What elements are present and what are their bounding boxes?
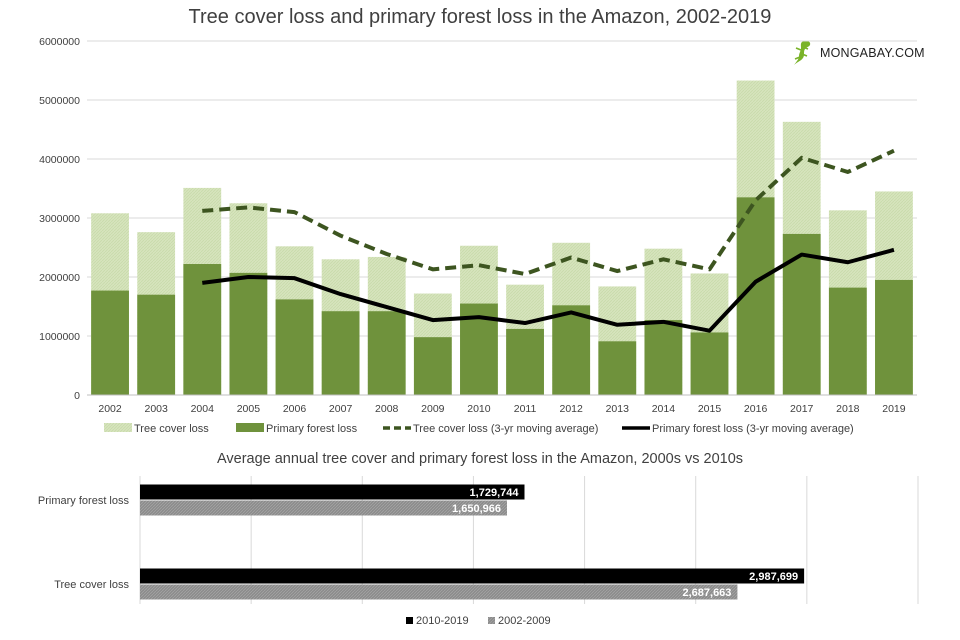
bar-primary-forest-loss <box>183 264 222 395</box>
x-tick-label: 2010 <box>467 403 491 415</box>
y-tick-label: 5000000 <box>39 95 80 107</box>
x-tick-label: 2015 <box>698 403 722 415</box>
data-label: 2,687,663 <box>682 587 731 599</box>
bar-2002-2009 <box>140 500 507 516</box>
logo-text: MONGABAY.COM <box>820 46 925 60</box>
chart-title-2: Average annual tree cover and primary fo… <box>216 451 744 467</box>
legend-tree-cover-avg: Tree cover loss (3-yr moving average) <box>383 423 598 435</box>
bar-primary-forest-loss <box>644 320 683 395</box>
line-primary-forest-loss-avg <box>202 247 895 333</box>
y-tick-label: 6000000 <box>39 36 80 48</box>
bar-primary-forest-loss <box>137 294 176 395</box>
combo-chart: 0 1000000 2000000 3000000 4000000 5000000 6000… <box>39 36 917 435</box>
legend-label: Primary forest loss (3-yr moving average… <box>652 423 854 435</box>
x-tick-label: 2018 <box>836 403 860 415</box>
bar-2010-2019 <box>140 484 525 500</box>
x-tick-label: 2016 <box>744 403 768 415</box>
bar-primary-forest-loss <box>506 328 544 395</box>
x-tick-label: 2011 <box>514 403 537 415</box>
legend-primary-forest-avg: Primary forest loss (3-yr moving average… <box>622 423 854 435</box>
bar-primary-forest-loss <box>875 279 913 395</box>
x-tick-label: 2006 <box>283 403 307 415</box>
x-tick-label: 2009 <box>421 403 445 415</box>
bar-primary-forest-loss <box>91 290 129 395</box>
bar-primary-forest-loss <box>828 287 867 395</box>
bar-2002-2009 <box>140 584 738 600</box>
legend-label: 2010-2019 <box>416 615 469 627</box>
bar-primary-forest-loss <box>413 337 452 395</box>
legend-primary-forest-loss: Primary forest loss <box>236 423 358 435</box>
x-tick-label: 2007 <box>329 403 353 415</box>
x-tick-label: 2013 <box>606 403 630 415</box>
legend-swatch <box>236 423 264 432</box>
bar-primary-forest-loss <box>552 305 591 395</box>
bar-primary-forest-loss <box>275 299 314 395</box>
x-tick-label: 2005 <box>237 403 261 415</box>
y-tick-label: 2000000 <box>39 272 80 284</box>
mongabay-logo: MONGABAY.COM <box>788 38 925 68</box>
bar-2010-2019 <box>140 568 805 584</box>
bar-primary-forest-loss <box>367 311 406 395</box>
x-tick-label: 2003 <box>144 403 168 415</box>
x-tick-label: 2014 <box>652 403 676 415</box>
data-label: 2,987,699 <box>749 571 798 583</box>
x-tick-label: 2004 <box>191 403 215 415</box>
category-label: Tree cover loss <box>54 579 129 591</box>
legend-swatch <box>488 617 495 624</box>
bar-primary-forest-loss <box>690 332 729 395</box>
bar-primary-forest-loss <box>229 272 268 395</box>
legend-swatch <box>104 423 132 432</box>
legend-2002-2009: 2002-2009 <box>488 615 551 627</box>
legend-label: Tree cover loss (3-yr moving average) <box>413 423 598 435</box>
x-tick-label: 2012 <box>559 403 583 415</box>
category-label: Primary forest loss <box>38 495 130 507</box>
y-tick-label: 4000000 <box>39 154 80 166</box>
line-tree-cover-loss-avg <box>202 148 895 277</box>
legend-2010-2019: 2010-2019 <box>406 615 469 627</box>
legend-label: Primary forest loss <box>266 423 358 435</box>
y-tick-label: 0 <box>74 390 80 402</box>
legend-tree-cover-loss: Tree cover loss <box>104 423 209 435</box>
legend-label: Tree cover loss <box>134 423 209 435</box>
x-tick-label: 2017 <box>790 403 814 415</box>
y-tick-label: 3000000 <box>39 213 80 225</box>
legend-label: 2002-2009 <box>498 615 551 627</box>
data-label: 1,729,744 <box>470 487 520 499</box>
data-label: 1,650,966 <box>452 503 501 515</box>
x-tick-label: 2008 <box>375 403 399 415</box>
bar-primary-forest-loss <box>321 311 360 395</box>
chart-title: Tree cover loss and primary forest loss … <box>188 6 772 28</box>
x-tick-label: 2019 <box>882 403 906 415</box>
x-tick-label: 2002 <box>98 403 122 415</box>
y-tick-label: 1000000 <box>39 331 80 343</box>
bar-primary-forest-loss <box>598 341 637 395</box>
legend-swatch <box>406 617 413 624</box>
lizard-icon <box>794 40 811 65</box>
